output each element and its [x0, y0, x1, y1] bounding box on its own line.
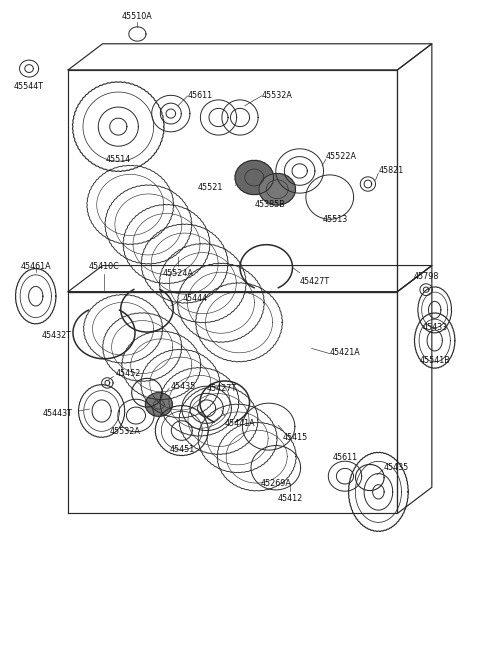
Text: 45427T: 45427T	[300, 276, 330, 286]
Text: 45385B: 45385B	[255, 200, 286, 210]
Text: 45522A: 45522A	[326, 152, 357, 161]
Text: 45432T: 45432T	[42, 331, 72, 340]
Text: 45611: 45611	[333, 453, 358, 462]
Text: 45798: 45798	[413, 272, 439, 280]
Text: 45532A: 45532A	[262, 92, 292, 100]
Text: 45541B: 45541B	[420, 356, 450, 365]
Text: 45415: 45415	[283, 433, 308, 442]
Text: 45412: 45412	[277, 495, 303, 504]
Polygon shape	[145, 393, 172, 416]
Text: 45544T: 45544T	[14, 82, 44, 90]
Text: 45461A: 45461A	[21, 262, 51, 271]
Text: 45435: 45435	[171, 382, 196, 390]
Text: 45521: 45521	[198, 183, 223, 193]
Text: 45510A: 45510A	[122, 12, 153, 21]
Text: 45452: 45452	[116, 369, 141, 378]
Text: 45269A: 45269A	[260, 479, 291, 489]
Text: 45532A: 45532A	[110, 426, 141, 436]
Text: 45451: 45451	[169, 445, 194, 454]
Text: 45427T: 45427T	[207, 384, 237, 393]
Text: 45514: 45514	[106, 155, 131, 164]
Text: 45441A: 45441A	[225, 419, 255, 428]
Text: 45410C: 45410C	[89, 263, 120, 271]
Text: 45433: 45433	[422, 323, 447, 332]
Text: 45821: 45821	[378, 166, 404, 176]
Text: 45524A: 45524A	[163, 269, 193, 278]
Text: 45611: 45611	[188, 92, 213, 100]
Text: 45435: 45435	[383, 463, 408, 472]
Text: 45444: 45444	[183, 293, 208, 303]
Polygon shape	[259, 174, 296, 205]
Text: 45443T: 45443T	[42, 409, 72, 418]
Text: 45513: 45513	[323, 215, 348, 224]
Text: 45421A: 45421A	[330, 348, 360, 357]
Polygon shape	[235, 160, 274, 195]
